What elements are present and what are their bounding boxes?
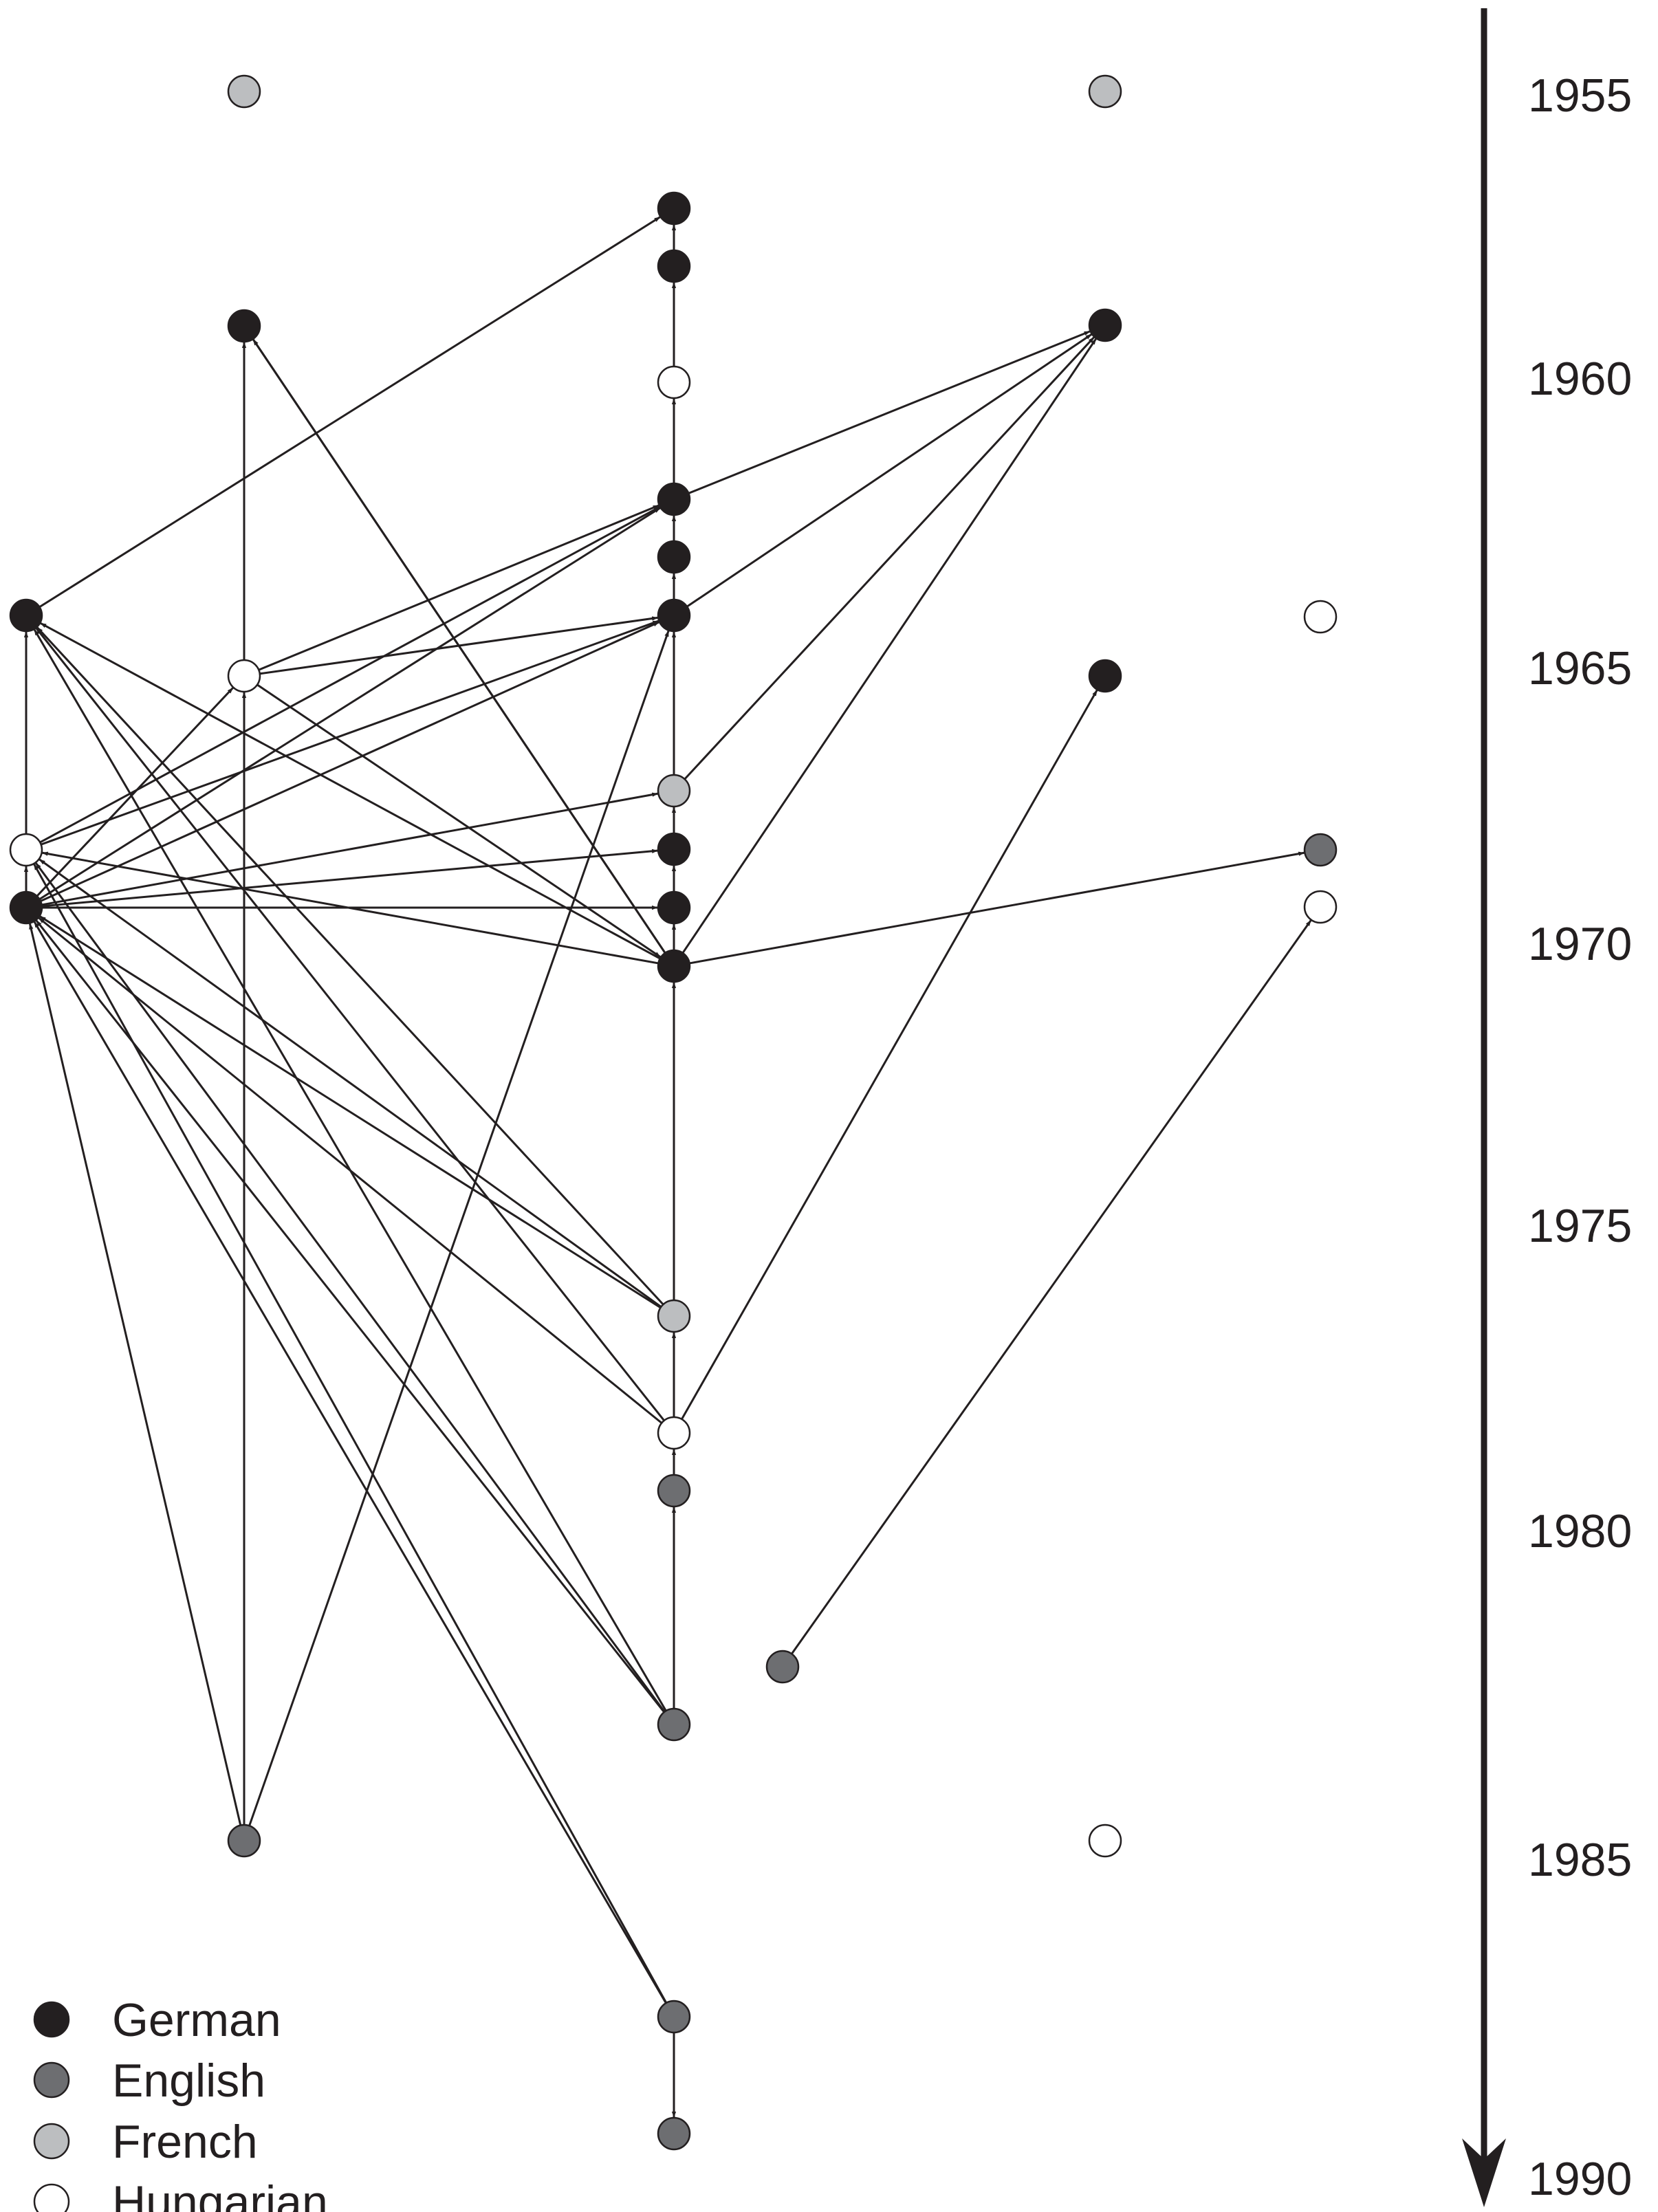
node-c4-hungarian (1088, 1824, 1122, 1858)
node-b6-german (657, 598, 691, 633)
citation-edge-b10-to-c2 (681, 338, 1097, 954)
legend: German English French Hungarian (33, 1994, 328, 2212)
citation-edge-e3-to-b6 (40, 621, 659, 902)
node-b4-german (657, 482, 691, 516)
legend-marker-german (33, 2001, 70, 2038)
citation-edge-b14-to-e3 (35, 919, 665, 1713)
citation-edge-e3-to-b8 (41, 848, 658, 908)
timeline-axis (1462, 8, 1506, 2207)
node-c3-german (1088, 659, 1122, 693)
citation-edge-b12-to-e1 (35, 627, 665, 1421)
legend-label-german: German (112, 1994, 281, 2046)
node-b12-hungarian (657, 1416, 691, 1450)
node-b14-english (657, 1707, 691, 1742)
citation-edge-b16-to-e3 (33, 921, 667, 2004)
node-a3-hungarian (227, 659, 261, 693)
node-b1-german (657, 191, 691, 226)
legend-label-english: English (112, 2055, 265, 2107)
citation-edge-b10-to-e1 (40, 622, 661, 960)
citation-edges (23, 216, 1312, 2118)
node-a4-english (227, 1824, 261, 1858)
legend-marker-hungarian (33, 2183, 70, 2212)
citation-edge-b4-to-c2 (688, 330, 1091, 494)
year-label-1965: 1965 (1528, 642, 1632, 694)
citation-edge-b6-to-c2 (686, 333, 1092, 608)
node-c1-french (1088, 74, 1122, 109)
citation-edge-b14-to-e1 (33, 628, 667, 1711)
year-labels: 1955 1960 1965 1970 1975 1980 1985 1990 (1528, 69, 1632, 2205)
node-b11-french (657, 1299, 691, 1333)
citation-edge-b12-to-c3 (681, 690, 1098, 1420)
node-b7-french (657, 774, 691, 808)
citation-edge-b11-to-e3 (39, 915, 662, 1309)
node-b10-german (657, 949, 691, 983)
citation-edge-f1-to-d3 (791, 919, 1312, 1655)
citation-edge-b14-to-e2 (35, 862, 666, 1713)
citation-edge-e1-to-b1 (39, 216, 661, 609)
citation-edge-b16-to-e2 (33, 864, 668, 2004)
node-e3-german (9, 890, 43, 925)
timeline-arrowhead (1462, 2138, 1506, 2207)
year-label-1960: 1960 (1528, 353, 1632, 405)
year-label-1985: 1985 (1528, 1834, 1632, 1886)
citation-edge-e2-to-b6 (41, 620, 659, 846)
legend-label-french: French (112, 2116, 258, 2168)
node-b16-english (657, 2000, 691, 2034)
year-label-1975: 1975 (1528, 1200, 1632, 1252)
citation-edge-b10-to-e2 (41, 851, 659, 965)
legend-marker-english (33, 2061, 70, 2099)
node-a1-french (227, 74, 261, 109)
citation-edge-b7-to-c2 (684, 336, 1095, 780)
citation-edge-a3-to-b10 (257, 683, 661, 958)
node-e1-german (9, 598, 43, 633)
year-label-1990: 1990 (1528, 2153, 1632, 2205)
node-c2-german (1088, 308, 1122, 342)
year-label-1970: 1970 (1528, 918, 1632, 970)
node-b9-german (657, 890, 691, 925)
node-b15-english (657, 2116, 691, 2151)
year-label-1980: 1980 (1528, 1505, 1632, 1557)
citation-edge-a4-to-e3 (28, 923, 242, 1826)
legend-marker-french (33, 2123, 70, 2160)
citation-edge-a3-to-b4 (258, 504, 659, 671)
year-label-1955: 1955 (1528, 69, 1632, 122)
node-b2-german (657, 249, 691, 283)
node-b8-german (657, 832, 691, 866)
node-f1-english (765, 1650, 800, 1684)
node-e2-hungarian (9, 833, 43, 867)
node-a2-german (227, 309, 261, 343)
citation-edge-b11-to-e2 (39, 858, 662, 1308)
node-d2-english (1303, 833, 1338, 867)
node-d1-hungarian (1303, 600, 1338, 634)
citation-edge-b10-to-d2 (689, 851, 1305, 965)
citation-edge-b11-to-e1 (36, 626, 664, 1306)
node-b3-hungarian (657, 365, 691, 399)
node-b13-english (657, 1474, 691, 1508)
citation-edge-e2-to-b4 (39, 506, 660, 844)
legend-label-hungarian: Hungarian (112, 2176, 328, 2212)
citation-edge-b10-to-a2 (252, 339, 666, 954)
node-d3-hungarian (1303, 890, 1338, 924)
node-b5-german (657, 540, 691, 574)
citation-edge-e3-to-b7 (41, 792, 659, 906)
citation-edge-e3-to-b4 (39, 507, 661, 901)
citation-edge-a4-to-b6 (248, 630, 670, 1826)
publication-nodes (9, 74, 1338, 2151)
